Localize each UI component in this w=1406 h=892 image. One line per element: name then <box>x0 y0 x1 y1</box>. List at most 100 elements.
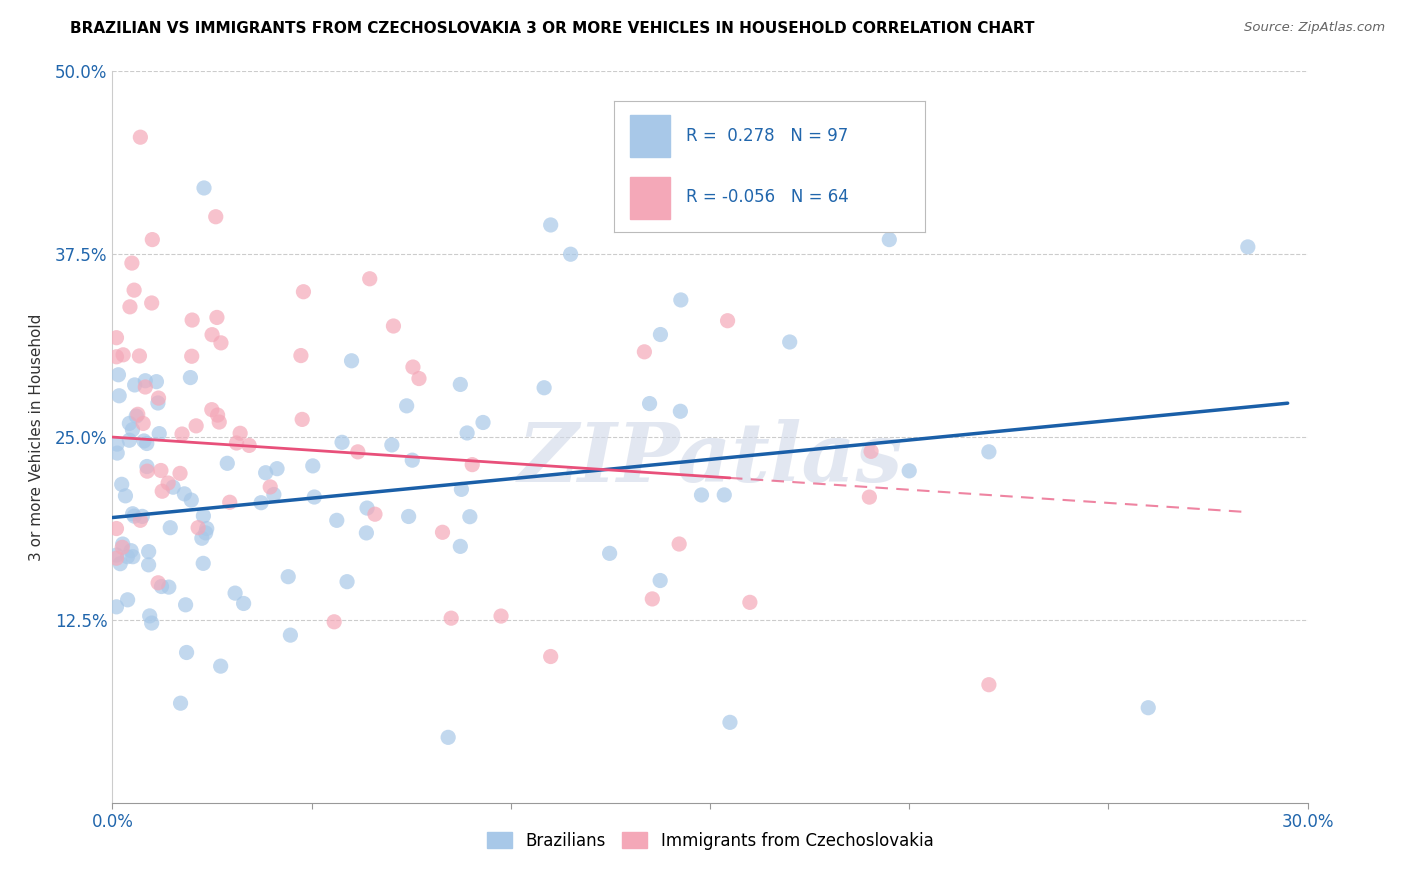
Legend: Brazilians, Immigrants from Czechoslovakia: Brazilians, Immigrants from Czechoslovak… <box>479 825 941 856</box>
Point <box>122 509 145 524</box>
Point <box>124 378 146 392</box>
Point <box>1137 700 1160 714</box>
Point <box>560 247 582 261</box>
Point <box>238 438 260 452</box>
Point <box>1237 240 1260 254</box>
Point <box>108 389 131 403</box>
Point <box>408 371 430 385</box>
Point <box>207 408 229 422</box>
Point <box>195 522 218 536</box>
Point <box>291 412 314 426</box>
Point <box>125 409 148 423</box>
Point <box>105 551 128 566</box>
Point <box>135 459 157 474</box>
Point <box>818 199 841 213</box>
Point <box>330 435 353 450</box>
Text: Source: ZipAtlas.com: Source: ZipAtlas.com <box>1244 21 1385 35</box>
Point <box>395 399 418 413</box>
Point <box>641 591 664 606</box>
Point <box>117 592 139 607</box>
Point <box>157 476 180 491</box>
Point <box>181 313 204 327</box>
Point <box>232 597 254 611</box>
Point <box>105 331 128 345</box>
Point <box>217 456 239 470</box>
Point <box>105 350 128 364</box>
Point <box>159 521 181 535</box>
Point <box>489 609 512 624</box>
Point <box>132 434 155 448</box>
Point <box>120 543 142 558</box>
Point <box>277 570 299 584</box>
Point <box>301 458 323 473</box>
Point <box>121 507 143 521</box>
Point <box>540 218 562 232</box>
Point <box>225 436 247 450</box>
Point <box>860 444 883 458</box>
Point <box>193 181 215 195</box>
Point <box>150 484 173 499</box>
Point <box>118 300 141 314</box>
Point <box>690 488 713 502</box>
Point <box>193 508 215 523</box>
Point <box>977 678 1000 692</box>
Point <box>266 461 288 475</box>
Point <box>209 335 232 350</box>
Point <box>107 368 129 382</box>
Point <box>290 349 312 363</box>
Point <box>461 458 484 472</box>
Point <box>148 391 170 405</box>
Point <box>381 438 404 452</box>
Point <box>135 436 157 450</box>
Point <box>121 549 143 564</box>
Point <box>112 348 135 362</box>
Point <box>250 496 273 510</box>
Point <box>105 437 128 451</box>
Point <box>201 402 224 417</box>
Point <box>186 418 208 433</box>
Point <box>105 522 128 536</box>
Point <box>173 487 195 501</box>
Point <box>382 318 405 333</box>
Point <box>118 434 141 448</box>
Point <box>977 445 1000 459</box>
Point <box>162 480 184 494</box>
Point <box>398 509 420 524</box>
Point <box>336 574 359 589</box>
Point <box>141 233 163 247</box>
Point <box>346 445 368 459</box>
Point <box>108 557 131 571</box>
Point <box>141 296 163 310</box>
Point <box>432 525 454 540</box>
Point <box>633 344 655 359</box>
Point <box>145 375 167 389</box>
Point <box>105 548 128 562</box>
Point <box>169 467 191 481</box>
Point <box>450 483 472 497</box>
Point <box>132 417 155 431</box>
Point <box>118 417 141 431</box>
Point <box>146 575 169 590</box>
Point <box>138 608 160 623</box>
Text: ZIPatlas: ZIPatlas <box>517 419 903 499</box>
Point <box>456 425 478 440</box>
Point <box>713 488 735 502</box>
Point <box>117 549 139 564</box>
Point <box>650 574 672 588</box>
Y-axis label: 3 or more Vehicles in Household: 3 or more Vehicles in Household <box>30 313 44 561</box>
Point <box>187 521 209 535</box>
Point <box>138 544 160 558</box>
Point <box>292 285 315 299</box>
Point <box>201 327 224 342</box>
Point <box>254 466 277 480</box>
Point <box>111 537 134 551</box>
Point <box>229 426 252 441</box>
Point <box>650 327 672 342</box>
Point <box>170 427 193 442</box>
Point <box>669 404 692 418</box>
Point <box>174 598 197 612</box>
Point <box>356 501 378 516</box>
Point <box>131 509 153 524</box>
Point <box>326 513 349 527</box>
Point <box>169 696 191 710</box>
